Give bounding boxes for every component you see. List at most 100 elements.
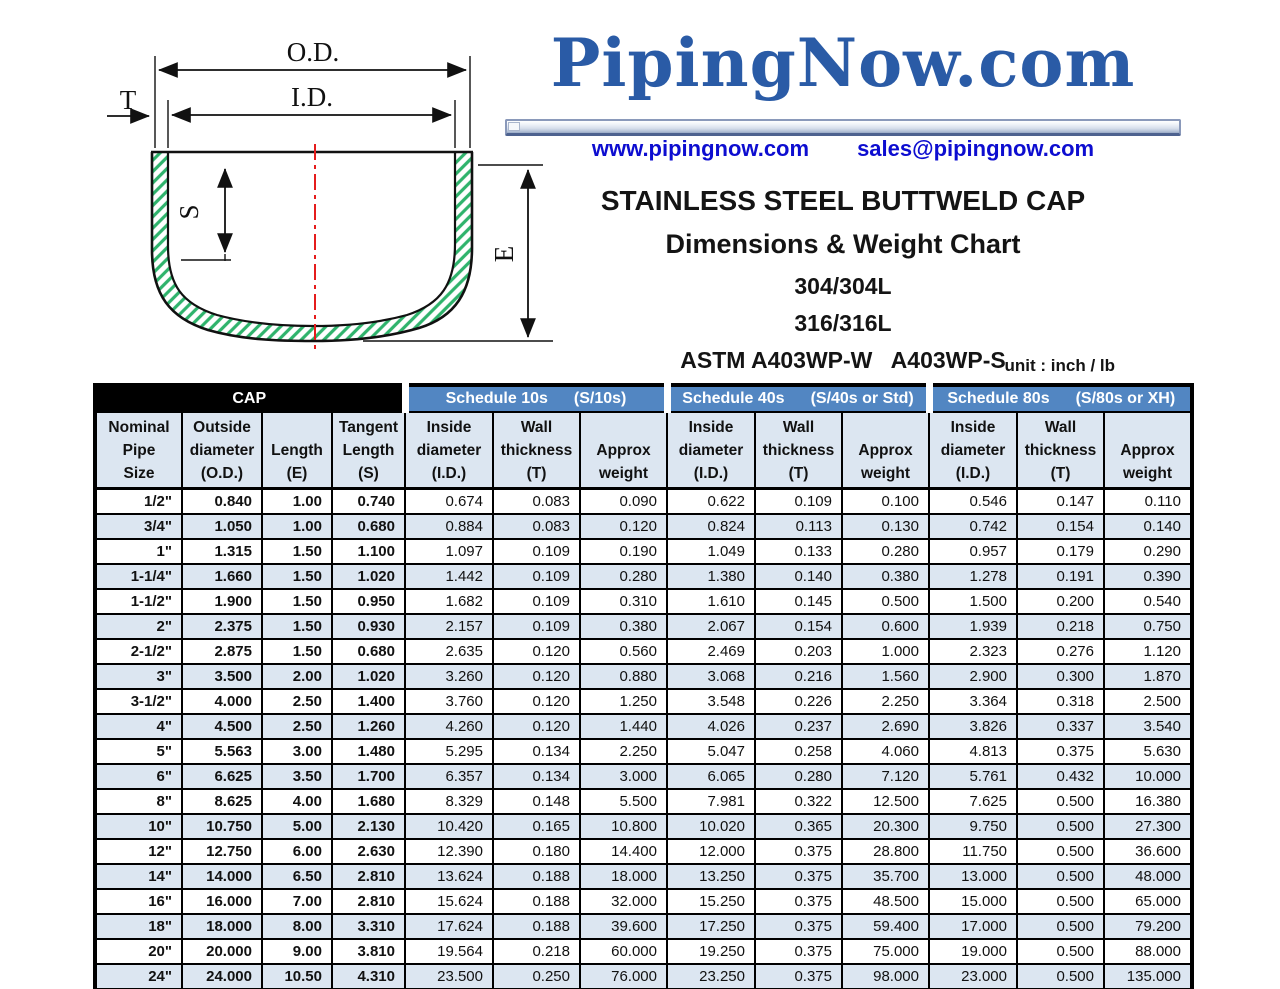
table-row: 12" 12.750 6.00 2.630 12.390 0.180 14.400 12.00… [94,838,1193,865]
table-cell: 1.00 [261,513,333,540]
table-cell: 10.020 [666,813,756,840]
table-cell: 2.500 [1103,688,1193,715]
table-cell: 0.680 [331,638,406,665]
table-cell: 8.625 [181,788,263,815]
grade-304: 304/304L [794,273,892,299]
table-cell: 3/4" [94,513,183,540]
table-cell: 0.750 [1103,613,1193,640]
table-cell: 1.120 [1103,638,1193,665]
table-cell: 1-1/4" [94,563,183,590]
table-cell: 0.390 [1103,563,1193,590]
table-cell: 0.130 [841,513,930,540]
table-cell: 3.000 [579,763,668,790]
table-cell: 6" [94,763,183,790]
table-cell: 0.133 [754,538,843,565]
table-cell: 10" [94,813,183,840]
group-header: Schedule 80s (S/80s or XH) [925,385,1193,413]
table-cell: 0.280 [754,763,843,790]
table-cell: 9.00 [261,938,333,965]
table-cell: 10.420 [404,813,494,840]
table-cell: 1.050 [181,513,263,540]
table-cell: 19.564 [404,938,494,965]
table-cell: 0.109 [492,613,581,640]
table-row: 4" 4.500 2.50 1.260 4.260 0.120 1.440 4.026 0.23… [94,713,1193,740]
table-cell: 0.432 [1016,763,1105,790]
table-cell: 24.000 [181,963,263,989]
table-cell: 14" [94,863,183,890]
table-cell: 0.200 [1016,588,1105,615]
column-header: Approx weight [841,411,930,490]
table-cell: 5.761 [928,763,1018,790]
table-cell: 6.50 [261,863,333,890]
table-row: 2" 2.375 1.50 0.930 2.157 0.109 0.380 2.067 0.15… [94,613,1193,640]
table-cell: 0.380 [579,613,668,640]
table-cell: 0.322 [754,788,843,815]
table-cell: 0.880 [579,663,668,690]
table-cell: 0.500 [1016,863,1105,890]
table-cell: 3.364 [928,688,1018,715]
s-label: S [174,204,204,219]
table-cell: 0.140 [1103,513,1193,540]
table-cell: 0.950 [331,588,406,615]
table-cell: 2" [94,613,183,640]
table-cell: 0.165 [492,813,581,840]
table-cell: 6.625 [181,763,263,790]
dimensions-table-wrap: CAP Schedule 10s (S/10s) Schedule 40s (S/40s… [93,383,1194,989]
t-label: T [120,85,137,115]
table-cell: 0.090 [579,487,668,515]
table-cell: 39.600 [579,913,668,940]
table-cell: 15.250 [666,888,756,915]
table-cell: 0.500 [1016,938,1105,965]
page-title: STAINLESS STEEL BUTTWELD CAP [600,185,1086,216]
table-cell: 2.067 [666,613,756,640]
table-cell: 0.109 [492,538,581,565]
table-cell: 5.295 [404,738,494,765]
table-cell: 0.154 [754,613,843,640]
table-cell: 3.50 [261,763,333,790]
column-header: Inside diameter (I.D.) [666,411,756,490]
table-cell: 3.310 [331,913,406,940]
table-cell: 0.191 [1016,563,1105,590]
table-cell: 6.357 [404,763,494,790]
table-cell: 16.000 [181,888,263,915]
table-cell: 2.157 [404,613,494,640]
table-cell: 18.000 [181,913,263,940]
table-cell: 16.380 [1103,788,1193,815]
table-cell: 0.190 [579,538,668,565]
table-cell: 1.870 [1103,663,1193,690]
table-cell: 0.110 [1103,487,1193,515]
table-cell: 0.674 [404,487,494,515]
table-cell: 0.154 [1016,513,1105,540]
table-cell: 2.50 [261,688,333,715]
table-cell: 7.00 [261,888,333,915]
table-cell: 0.375 [754,863,843,890]
table-cell: 23.500 [404,963,494,989]
table-cell: 3.548 [666,688,756,715]
table-cell: 98.000 [841,963,930,989]
table-cell: 0.280 [579,563,668,590]
table-cell: 0.216 [754,663,843,690]
table-cell: 13.624 [404,863,494,890]
table-row: 6" 6.625 3.50 1.700 6.357 0.134 3.000 6.065 0.28… [94,763,1193,790]
table-cell: 4.500 [181,713,263,740]
table-cell: 2-1/2" [94,638,183,665]
group-tag: (S/80s or XH) [1075,390,1176,407]
cap-wall-hatch [152,152,472,341]
table-cell: 0.930 [331,613,406,640]
table-cell: 19.000 [928,938,1018,965]
table-cell: 0.380 [841,563,930,590]
table-cell: 12.390 [404,838,494,865]
table-cell: 3.500 [181,663,263,690]
table-row: 1" 1.315 1.50 1.100 1.097 0.109 0.190 1.049 0.13… [94,538,1193,565]
table-cell: 0.113 [754,513,843,540]
table-cell: 24" [94,963,183,989]
table-cell: 65.000 [1103,888,1193,915]
table-cell: 17.624 [404,913,494,940]
table-cell: 2.690 [841,713,930,740]
table-cell: 3.810 [331,938,406,965]
group-label: CAP [232,390,267,407]
table-cell: 3-1/2" [94,688,183,715]
table-cell: 23.250 [666,963,756,989]
table-cell: 3" [94,663,183,690]
table-cell: 23.000 [928,963,1018,989]
